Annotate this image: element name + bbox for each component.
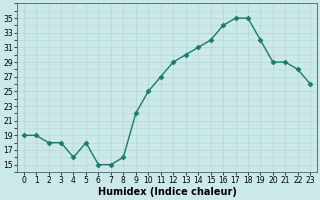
X-axis label: Humidex (Indice chaleur): Humidex (Indice chaleur) bbox=[98, 187, 236, 197]
